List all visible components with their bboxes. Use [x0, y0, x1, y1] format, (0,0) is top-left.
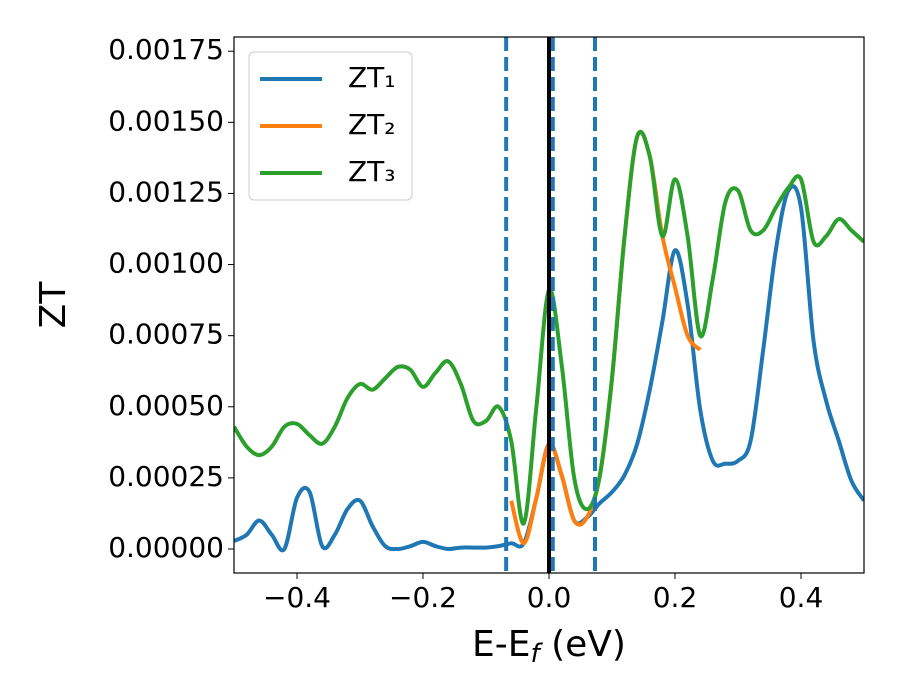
legend-box — [248, 51, 413, 201]
y-tick-label: 0.00125 — [108, 175, 224, 208]
x-axis-label: E-Ef (eV) — [472, 624, 626, 669]
x-tick-label: −0.2 — [389, 581, 457, 614]
x-tick-label: 0.4 — [779, 581, 824, 614]
x-tick-label: 0.2 — [653, 581, 698, 614]
line-series — [234, 129, 864, 526]
x-tick-label: −0.4 — [263, 581, 331, 614]
x-tick-label: 0.0 — [527, 581, 572, 614]
plot — [234, 37, 864, 573]
y-tick-label: 0.00050 — [108, 389, 224, 422]
y-tick-label: 0.00000 — [108, 531, 224, 564]
y-tick-label: 0.00175 — [108, 33, 224, 66]
y-axis-label: ZT — [33, 281, 74, 329]
y-tick-label: 0.00100 — [108, 247, 224, 280]
plot-frame — [233, 36, 865, 574]
legend-label: ZT₂ — [348, 108, 396, 141]
y-tick-label: 0.00075 — [108, 318, 224, 351]
y-tick-label: 0.00025 — [108, 460, 224, 493]
legend-label: ZT₁ — [348, 61, 396, 94]
legend-label: ZT₃ — [348, 155, 396, 188]
y-tick-label: 0.00150 — [108, 104, 224, 137]
